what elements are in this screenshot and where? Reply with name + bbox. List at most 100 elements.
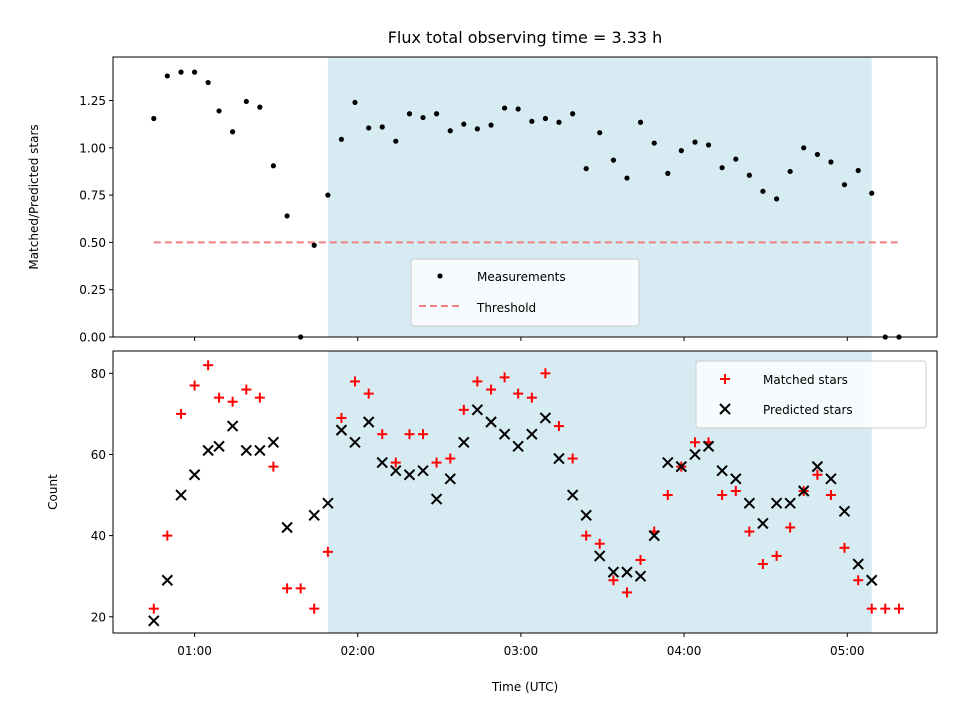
predicted-star-point <box>202 444 214 457</box>
bottom-x-tick-label: 04:00 <box>667 644 702 658</box>
bottom-x-ticks: 01:00 02:00 03:00 04:00 05:00 <box>177 633 865 658</box>
predicted-star-point <box>852 558 864 570</box>
measurement-point <box>760 188 766 194</box>
x-axis-label: Time (UTC) <box>491 680 558 694</box>
predicted-star-point <box>335 424 348 436</box>
matched-star-point <box>757 559 768 570</box>
measurement-point <box>230 129 236 135</box>
predicted-star-point <box>471 404 484 416</box>
legend-plus <box>720 374 730 384</box>
chart-title: Flux total observing time = 3.33 h <box>388 28 663 47</box>
measurement-point <box>583 166 589 172</box>
matched-star-point <box>486 384 497 395</box>
matched-star-point <box>282 583 293 594</box>
top-y-tick-label: 1.00 <box>79 141 106 155</box>
predicted-star-point <box>390 464 402 477</box>
predicted-star-point <box>308 509 320 522</box>
measurement-points <box>151 69 902 340</box>
matched-star-point <box>241 384 252 395</box>
matched-star-point <box>189 380 200 391</box>
measurement-point <box>406 111 413 117</box>
predicted-star-point <box>175 489 187 501</box>
predicted-star-point <box>716 464 728 477</box>
top-y-ticks: 0.00 0.25 0.50 0.75 1.00 1.25 <box>79 94 113 345</box>
matched-star-point <box>404 429 415 440</box>
predicted-star-point <box>580 509 592 522</box>
predicted-star-point <box>161 574 174 586</box>
predicted-star-point <box>498 428 511 440</box>
measurement-point <box>488 122 494 128</box>
predicted-star-point <box>267 436 280 449</box>
measurement-point <box>597 130 603 136</box>
bottom-y-tick-label: 80 <box>91 367 106 381</box>
matched-star-point <box>553 421 564 432</box>
predicted-star-point <box>213 440 225 453</box>
measurement-point <box>164 73 170 79</box>
predicted-star-point <box>362 416 375 428</box>
predicted-star-point <box>675 460 688 473</box>
matched-star-point <box>717 490 728 501</box>
matched-star-point <box>458 404 469 415</box>
matched-star-point <box>866 603 877 614</box>
top-y-tick-label: 0.50 <box>79 236 106 250</box>
predicted-star-point <box>281 521 293 534</box>
matched-star-point <box>377 429 388 440</box>
measurement-point <box>447 128 453 134</box>
matched-star-point <box>690 437 701 448</box>
bottom-axes-frame <box>112 350 938 634</box>
matched-star-point <box>472 376 483 387</box>
matched-star-point <box>853 575 864 586</box>
measurement-point <box>461 121 467 127</box>
predicted-star-point <box>607 566 620 578</box>
measurement-point <box>665 170 671 176</box>
top-y-tick-label: 0.75 <box>79 189 106 203</box>
predicted-star-point <box>485 416 497 428</box>
legend-marker-matched-stars <box>720 374 730 384</box>
matched-star-point <box>621 587 632 598</box>
measurement-point <box>205 79 211 86</box>
predicted-star-point <box>458 436 470 449</box>
measurement-point <box>624 175 630 181</box>
predicted-star-point <box>621 566 633 578</box>
predicted-star-point <box>148 615 160 627</box>
bottom-x-tick-label: 05:00 <box>830 644 865 658</box>
measurement-point <box>366 125 372 131</box>
predicted-star-point <box>526 428 538 440</box>
matched-star-point <box>336 412 347 423</box>
measurement-point <box>651 140 657 146</box>
matched-star-point <box>309 603 320 614</box>
matched-star-point <box>513 388 524 399</box>
predicted-star-point <box>430 493 443 505</box>
bottom-panel: 20 40 60 80 01:00 02:00 03:00 04:00 05:00 Count… <box>46 350 938 694</box>
measurement-point <box>284 213 290 219</box>
matched-star-point <box>771 550 782 561</box>
measurement-point <box>379 124 385 130</box>
measurement-point <box>841 182 848 188</box>
predicted-star-point <box>322 497 334 509</box>
matched-star-point <box>635 554 646 565</box>
matched-star-point <box>148 603 159 614</box>
matched-star-point <box>445 453 456 464</box>
measurement-point <box>393 138 399 144</box>
measurement-point <box>692 139 698 145</box>
matched-star-point <box>594 538 605 549</box>
top-x-ticks <box>194 337 848 341</box>
predicted-star-point <box>825 473 837 485</box>
predicted-star-point <box>594 550 606 562</box>
predicted-star-point <box>444 473 456 485</box>
matched-star-point <box>730 485 741 496</box>
measurement-point <box>178 69 184 75</box>
matched-star-point <box>662 490 673 501</box>
predicted-star-point <box>566 489 579 501</box>
measurement-point <box>705 142 712 148</box>
predicted-star-point <box>634 570 647 582</box>
measurement-point <box>191 69 198 75</box>
matched-star-point <box>499 372 510 383</box>
matched-star-point <box>176 408 187 419</box>
predicted-star-point <box>757 517 769 530</box>
matched-star-point <box>227 396 238 407</box>
legend-marker-measurements <box>437 273 443 279</box>
matched-star-point <box>581 530 592 541</box>
predicted-star-point <box>539 412 552 424</box>
